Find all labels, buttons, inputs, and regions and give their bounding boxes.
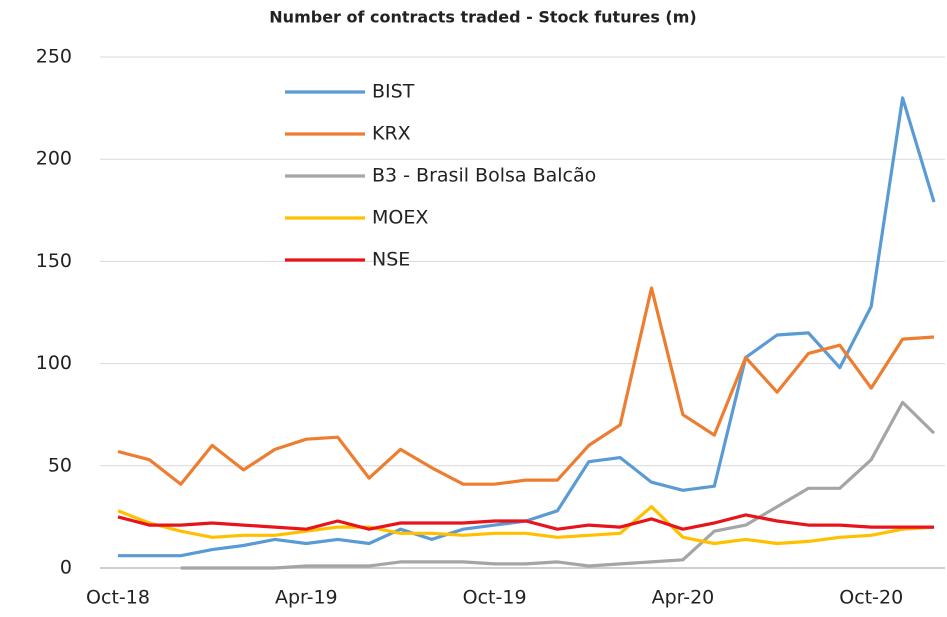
x-tick-label: Apr-20 [652,587,715,609]
x-tick-label: Apr-19 [275,587,338,609]
line-series [117,513,934,531]
x-tick-label: Oct-18 [86,587,150,609]
legend-label: BIST [372,81,415,103]
line-series [117,286,935,486]
legend-label: MOEX [372,207,428,229]
y-tick-label: 250 [36,46,72,68]
y-tick-label: 150 [36,250,72,272]
y-tick-label: 100 [36,352,72,374]
y-tick-label: 200 [36,148,72,170]
line-series [117,505,935,546]
line-series [180,400,936,570]
legend-label: KRX [372,123,411,145]
x-tick-label: Oct-19 [463,587,527,609]
legend-label: B3 - Brasil Bolsa Balcão [372,165,596,187]
legend-label: NSE [372,249,410,271]
chart-title: Number of contracts traded - Stock futur… [269,8,696,27]
y-tick-label: 0 [60,557,72,579]
y-tick-label: 50 [48,454,72,476]
x-tick-label: Oct-20 [839,587,903,609]
